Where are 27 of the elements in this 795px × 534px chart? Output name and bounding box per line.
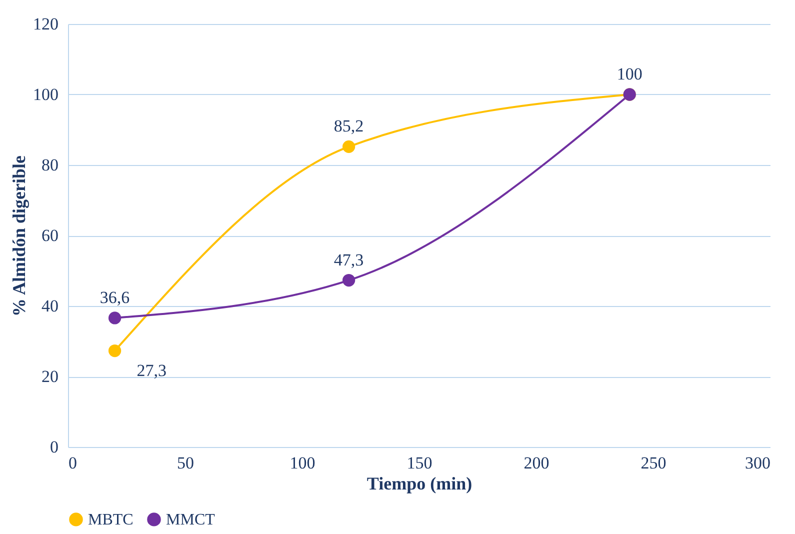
point [342,274,356,287]
point [108,312,122,324]
data-label: 85,2 [334,116,364,136]
y-tick-label: 40 [42,296,58,316]
legend-label: MMCT [166,511,216,528]
x-tick-label: 100 [290,454,316,472]
legend-label: MBTC [88,511,134,528]
x-tick-label: 300 [745,454,770,472]
y-tick-label: 120 [33,14,58,34]
data-label: 47,3 [334,250,364,270]
x-tick-label: 150 [406,454,432,472]
x-tick-label: 250 [640,454,666,472]
y-tick-label: 80 [42,156,58,174]
point [342,140,356,153]
y-tick-label: 20 [42,367,58,386]
x-axis-title: Tiempo (min) [366,474,472,494]
data-label: 100 [616,64,642,84]
y-tick-label: 0 [50,438,58,456]
y-tick-label: 100 [33,85,58,104]
y-tick-label: 60 [42,226,58,245]
y-axis-title: % Almidón digerible [9,155,29,317]
x-tick-label: 50 [177,454,194,472]
data-label: 27,3 [136,360,167,380]
x-tick-label: 0 [68,454,77,472]
x-tick-label: 200 [524,454,550,472]
data-label: 36,6 [100,288,130,307]
point [108,344,122,358]
